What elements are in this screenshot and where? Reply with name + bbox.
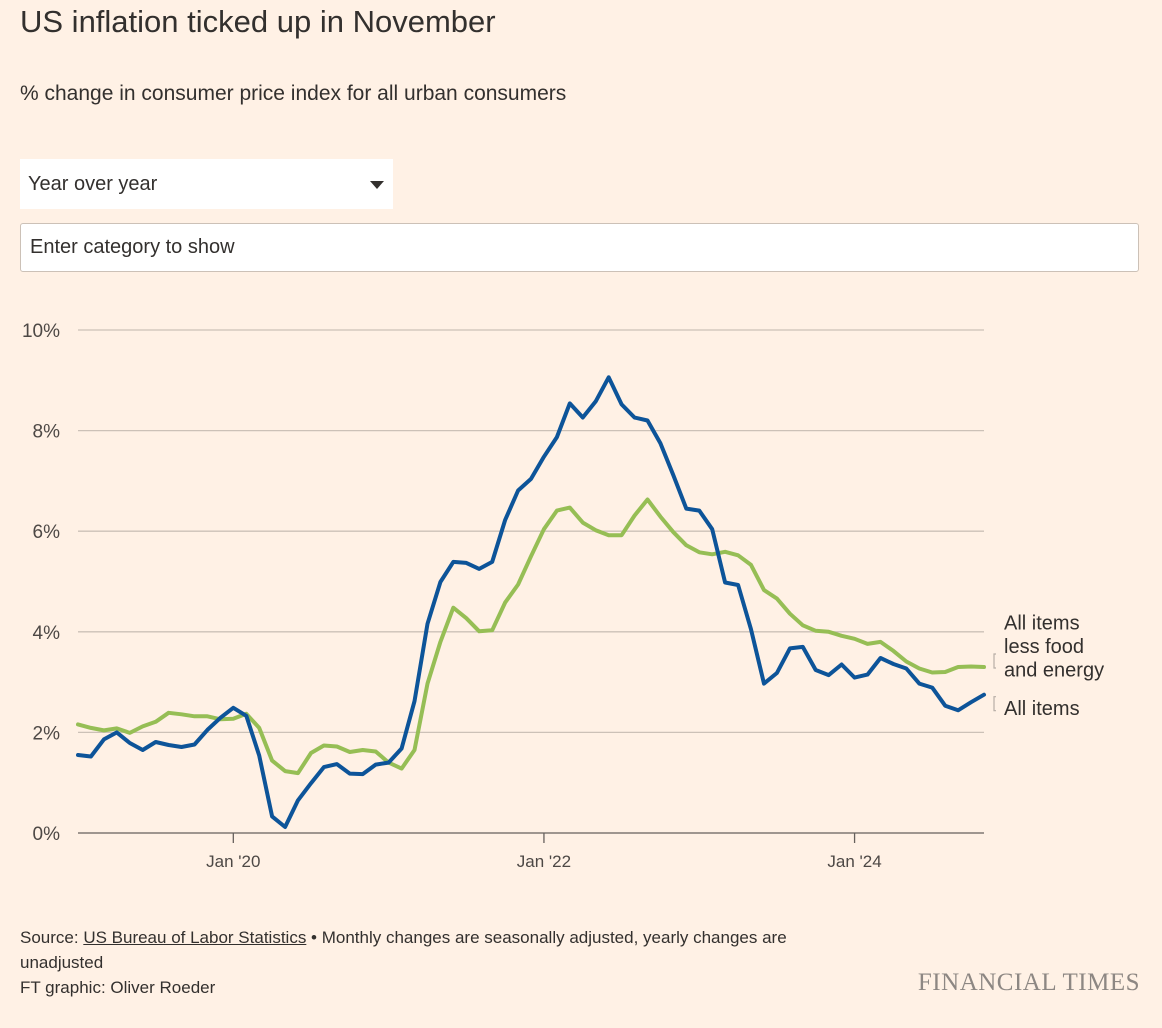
graphic-credit: FT graphic: Oliver Roeder (20, 978, 216, 997)
x-tick-label: Jan '22 (517, 852, 571, 871)
x-tick-label: Jan '20 (206, 852, 260, 871)
y-tick-label: 4% (33, 623, 61, 644)
y-tick-label: 2% (33, 723, 61, 744)
series-label-core: less food (1004, 636, 1084, 658)
category-search-input[interactable] (20, 223, 1139, 272)
chart-title: US inflation ticked up in November (20, 4, 496, 39)
label-connector-all-items (993, 696, 996, 712)
y-tick-label: 6% (33, 522, 61, 543)
source-prefix: Source: (20, 928, 84, 947)
chart-footer: Source: US Bureau of Labor Statistics • … (20, 925, 860, 1000)
dropdown-selected-value: Year over year (28, 172, 158, 195)
axes: 0% 2% 4% 6% 8% 10% Jan '20 Jan '22 Jan '24 (22, 321, 882, 871)
ft-logo: FINANCIAL TIMES (917, 969, 1140, 996)
series-line-all-items (76, 375, 986, 829)
series-line-core (76, 497, 986, 776)
label-connector-core (993, 653, 996, 669)
chevron-down-icon (370, 181, 384, 189)
series-lines (76, 375, 986, 829)
measure-dropdown[interactable]: Year over year (20, 159, 393, 209)
y-tick-label: 10% (22, 321, 60, 342)
y-tick-label: 0% (33, 824, 61, 845)
chart-subtitle: % change in consumer price index for all… (20, 82, 567, 105)
x-tick-label: Jan '24 (827, 852, 881, 871)
series-label-core: and energy (1004, 659, 1104, 681)
line-chart: 0% 2% 4% 6% 8% 10% Jan '20 Jan '22 Jan '24 All i… (22, 321, 1104, 871)
y-tick-label: 8% (33, 422, 61, 443)
series-label-core: All items (1004, 612, 1080, 634)
series-label-all-items: All items (1004, 698, 1080, 720)
source-link[interactable]: US Bureau of Labor Statistics (83, 928, 307, 947)
gridlines (78, 329, 984, 834)
source-note: • Monthly changes are seasonally adjuste… (20, 928, 787, 972)
